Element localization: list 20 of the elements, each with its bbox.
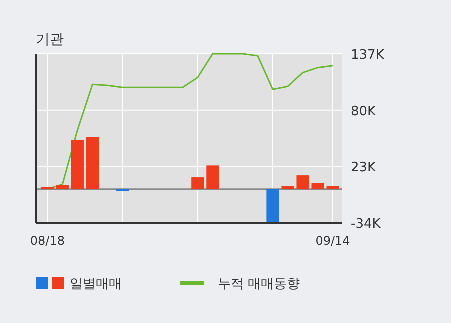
bar (86, 137, 99, 190)
bar (282, 186, 294, 190)
y-tick-label: 137K (351, 48, 385, 63)
bar (326, 186, 340, 190)
bar (56, 185, 69, 190)
bar (71, 140, 84, 190)
chart-title: 기관 (36, 32, 64, 48)
y-tick-label: -34K (351, 217, 382, 232)
bar (312, 183, 324, 190)
y-tick-label: 23K (351, 160, 377, 176)
bar (296, 176, 310, 190)
y-tick-label: 80K (351, 104, 377, 120)
legend-label: 일별매매 (70, 277, 122, 292)
line-series (46, 53, 334, 190)
x-tick-label: 08/18 (30, 234, 65, 248)
x-tick-label: 09/14 (316, 234, 350, 248)
legend-label: 누적 매매동향 (218, 277, 300, 292)
bar (206, 166, 220, 190)
bar (192, 178, 204, 190)
bar (266, 189, 280, 223)
